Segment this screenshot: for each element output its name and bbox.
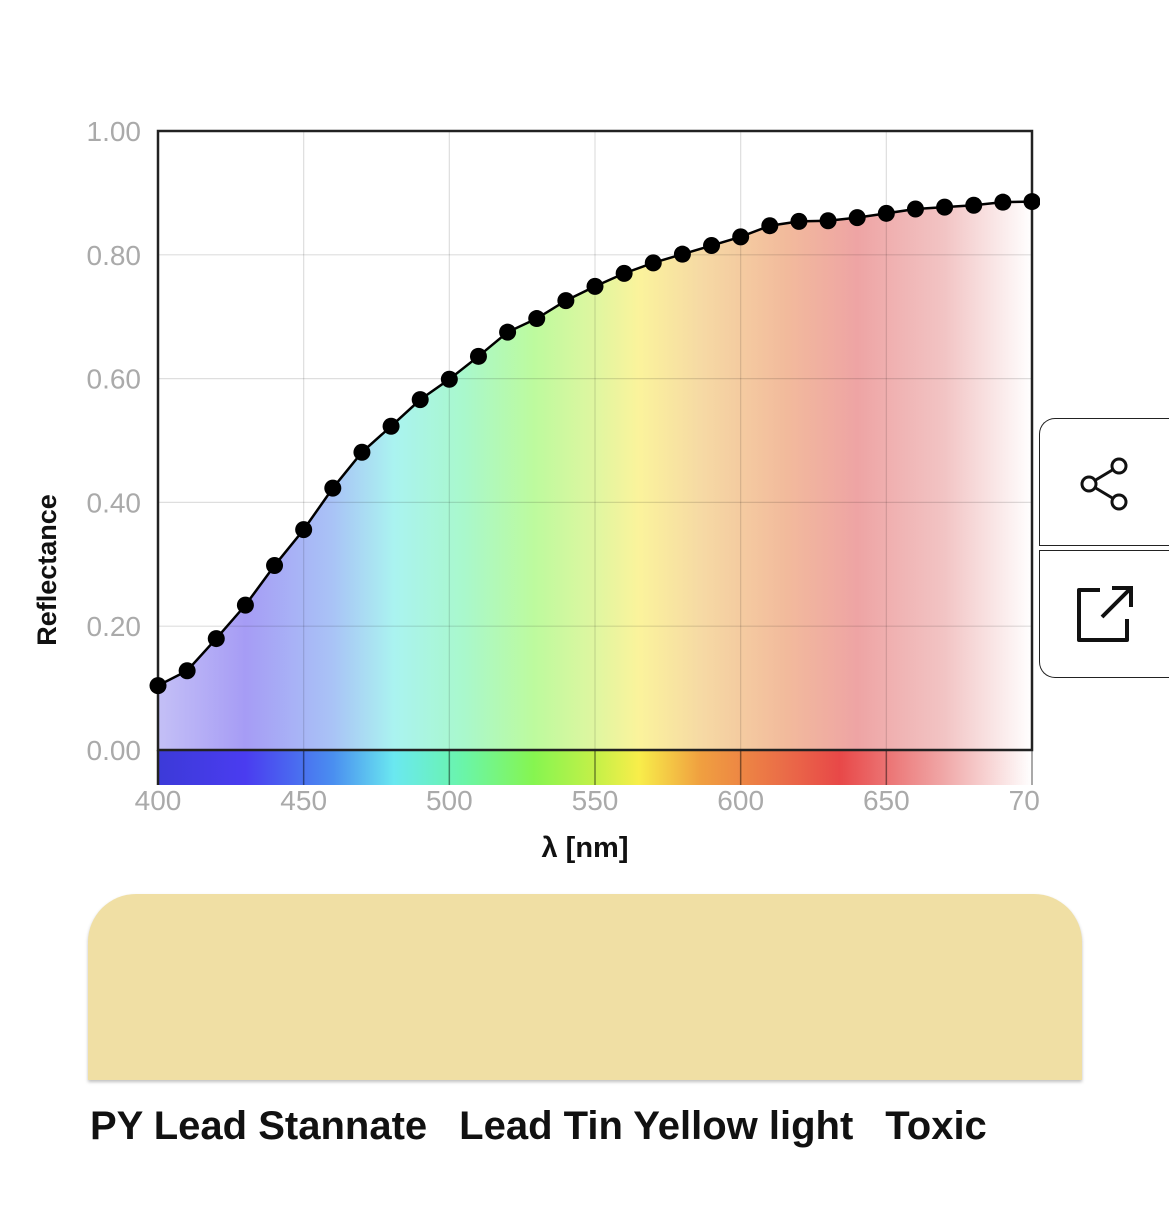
open-external-button[interactable] bbox=[1039, 550, 1169, 678]
pigment-title: PY Lead Stannate Lead Tin Yellow light T… bbox=[90, 1104, 987, 1149]
plot-frame bbox=[156, 129, 1034, 752]
y-tick-label: 0.00 bbox=[87, 735, 142, 766]
x-tick-label: 550 bbox=[572, 785, 619, 816]
data-point bbox=[266, 557, 284, 575]
share-icon bbox=[1080, 457, 1127, 511]
data-point bbox=[353, 443, 371, 461]
spectrum-area bbox=[158, 201, 1032, 751]
pigment-code: PY Lead Stannate bbox=[90, 1104, 428, 1148]
data-point bbox=[761, 217, 779, 235]
x-tick-label: 600 bbox=[717, 785, 764, 816]
share-button[interactable] bbox=[1039, 418, 1169, 546]
data-point bbox=[149, 677, 167, 695]
y-axis-label: Reflectance bbox=[32, 494, 62, 646]
x-tick-label: 400 bbox=[135, 785, 182, 816]
data-point bbox=[469, 347, 487, 365]
toxicity-label: Toxic bbox=[885, 1104, 987, 1148]
y-tick-label: 0.20 bbox=[87, 611, 142, 642]
data-point bbox=[848, 209, 866, 227]
data-point bbox=[965, 196, 983, 214]
data-point bbox=[877, 204, 895, 222]
data-point bbox=[615, 264, 633, 282]
data-point bbox=[790, 212, 808, 230]
x-axis-label: λ [nm] bbox=[542, 832, 629, 864]
data-point bbox=[819, 212, 837, 230]
data-point bbox=[936, 198, 954, 216]
data-point bbox=[703, 237, 721, 255]
data-point bbox=[236, 596, 254, 614]
data-point bbox=[673, 245, 691, 263]
data-point bbox=[382, 417, 400, 435]
x-tick-label: 650 bbox=[863, 785, 910, 816]
y-tick-label: 0.80 bbox=[87, 240, 142, 271]
data-point bbox=[295, 521, 313, 539]
data-point bbox=[994, 193, 1012, 211]
y-tick-label: 0.60 bbox=[87, 364, 142, 395]
data-point bbox=[207, 630, 225, 648]
pigment-name: Lead Tin Yellow light bbox=[459, 1104, 854, 1148]
data-point bbox=[732, 228, 750, 246]
data-point bbox=[1023, 193, 1040, 211]
data-point bbox=[528, 310, 546, 328]
data-point bbox=[440, 370, 458, 388]
data-point bbox=[906, 200, 924, 218]
data-point bbox=[324, 479, 342, 497]
spectrum-strip bbox=[158, 750, 1032, 785]
data-point bbox=[644, 254, 662, 272]
data-point bbox=[499, 323, 517, 341]
y-tick-label: 0.40 bbox=[87, 487, 142, 518]
y-tick-label: 1.00 bbox=[87, 116, 142, 147]
x-tick-label: 500 bbox=[426, 785, 473, 816]
data-point bbox=[557, 292, 575, 310]
data-point bbox=[586, 277, 604, 295]
external-link-icon bbox=[1076, 586, 1133, 642]
x-tick-label: 700 bbox=[1009, 785, 1040, 816]
reflectance-chart: 0.00 0.20 0.40 0.60 0.80 1.00 400 450 500 550 600 6… bbox=[32, 116, 1040, 864]
x-tick-label: 450 bbox=[280, 785, 327, 816]
data-point bbox=[411, 391, 429, 409]
data-point bbox=[178, 662, 196, 680]
color-swatch bbox=[88, 894, 1082, 1080]
